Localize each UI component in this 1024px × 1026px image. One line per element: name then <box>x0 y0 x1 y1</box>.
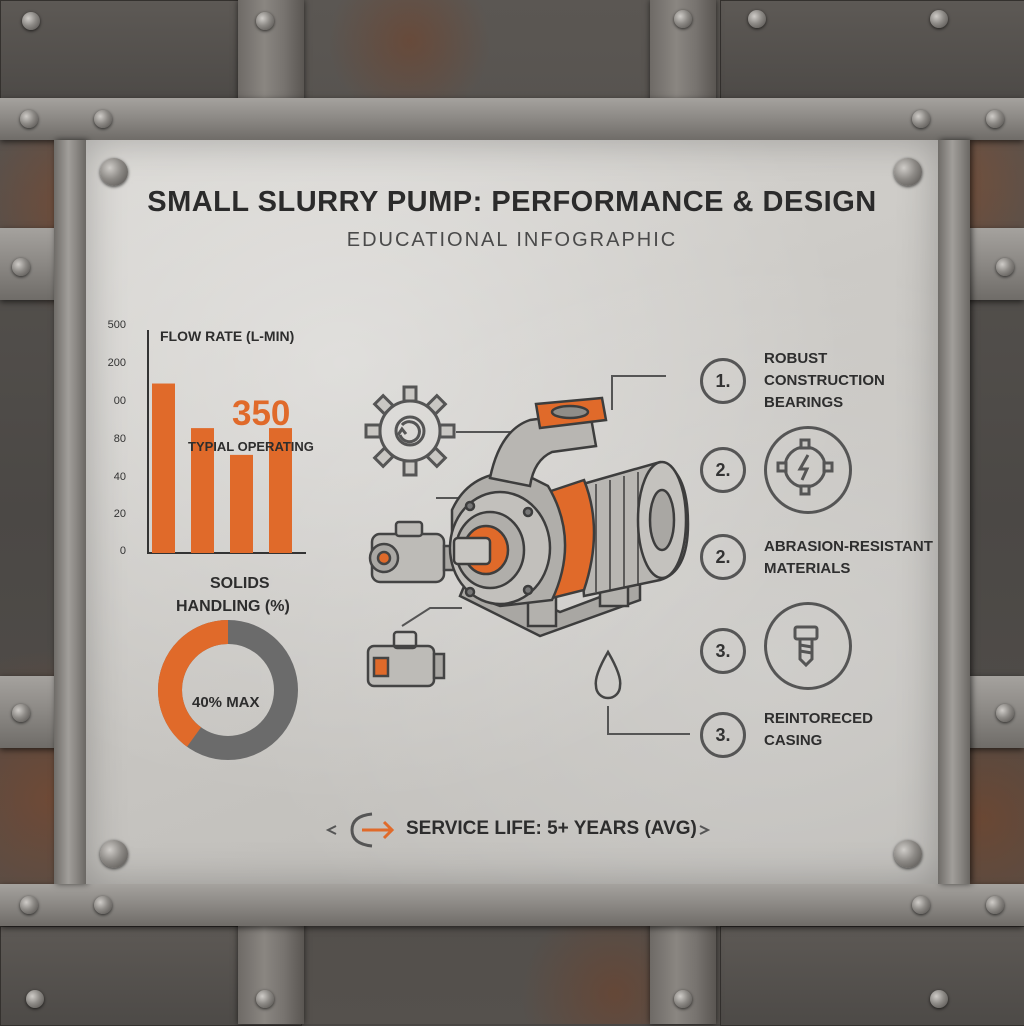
bolt-icon <box>20 110 38 128</box>
feature-reinforced-casing: REINTORECED CASING <box>764 708 873 752</box>
bolt-icon <box>12 258 30 276</box>
bolt-icon <box>986 896 1004 914</box>
bolt-icon <box>94 110 112 128</box>
bolt-icon <box>748 10 766 28</box>
bolt-icon <box>20 896 38 914</box>
feature-line: ABRASION-RESISTANT <box>764 538 933 555</box>
y-tick-label: 00 <box>113 395 126 407</box>
bolt-icon <box>986 110 1004 128</box>
y-tick-label: 200 <box>107 357 126 369</box>
background-plate <box>720 0 1024 100</box>
chart-axis <box>147 330 306 554</box>
bolt-icon <box>894 158 922 186</box>
flow-highlight-caption: TYPIAL OPERATING <box>188 439 314 454</box>
y-tick-label: 0 <box>119 545 126 557</box>
flow-highlight-value: 350 <box>232 394 291 433</box>
feature-number-badge: 3. <box>700 628 746 674</box>
side-bracket <box>0 228 60 300</box>
bolt-icon <box>256 990 274 1008</box>
y-tick-label: 80 <box>113 433 126 445</box>
solids-label-line1: SOLIDS <box>210 575 270 592</box>
bolt-icon <box>100 840 128 868</box>
feature-robust-construction: ROBUST CONSTRUCTION BEARINGS <box>764 348 885 414</box>
flow-bar <box>152 383 175 553</box>
flow-rate-label: FLOW RATE (L-MIN) <box>160 328 295 344</box>
bolt-icon <box>894 840 922 868</box>
flow-bar <box>269 428 292 553</box>
frame-bottom-bar <box>0 884 1024 926</box>
feature-line: CASING <box>764 732 823 749</box>
frame-top-bar <box>0 98 1024 140</box>
feature-abrasion-resistant: ABRASION-RESISTANT MATERIALS <box>764 536 933 580</box>
side-bracket <box>964 228 1024 300</box>
solids-label-line2: HANDLING (%) <box>176 598 290 615</box>
feature-number-badge: 2. <box>700 534 746 580</box>
bolt-icon <box>256 12 274 30</box>
feature-line: BEARINGS <box>764 394 844 411</box>
pump-body <box>448 396 690 638</box>
bolt-icon <box>674 990 692 1008</box>
service-life-text: SERVICE LIFE: 5+ YEARS (AVG) <box>406 818 697 839</box>
page-subtitle: EDUCATIONAL INFOGRAPHIC <box>346 229 678 251</box>
bolt-icon <box>674 10 692 28</box>
water-drop-icon <box>594 649 690 735</box>
bolt-icon <box>26 990 44 1008</box>
feature-line: MATERIALS <box>764 560 851 577</box>
bolt-icon <box>996 258 1014 276</box>
frame-left-bar <box>54 140 86 884</box>
gear-lightning-icon <box>764 426 852 514</box>
flow-bar <box>191 428 214 553</box>
side-bracket <box>0 676 60 748</box>
bolt-icon <box>912 896 930 914</box>
feature-line: CONSTRUCTION <box>764 372 885 389</box>
page-title: SMALL SLURRY PUMP: PERFORMANCE & DESIGN <box>147 186 877 218</box>
feature-line: ROBUST <box>764 350 828 367</box>
donut-solids-slice <box>158 620 298 760</box>
bolt-icon <box>912 110 930 128</box>
flow-bar <box>230 454 253 553</box>
solids-center-text: 40% MAX <box>192 694 260 711</box>
bolt-icon <box>100 158 128 186</box>
y-tick-label: 500 <box>107 319 126 331</box>
bolt-icon <box>22 12 40 30</box>
bolt-icon <box>12 704 30 722</box>
bolt-icon <box>94 896 112 914</box>
y-tick-label: 40 <box>113 471 126 483</box>
side-bracket <box>964 676 1024 748</box>
bolt-icon <box>996 704 1014 722</box>
frame-right-bar <box>938 140 970 884</box>
bolt-icon <box>930 990 948 1008</box>
bolt-icon <box>930 10 948 28</box>
bolt-screw-icon <box>764 602 852 690</box>
feature-number-badge: 1. <box>700 358 746 404</box>
coupling-component-icon <box>366 630 446 688</box>
feature-number-badge: 3. <box>700 712 746 758</box>
feature-line: REINTORECED <box>764 710 873 727</box>
background-plate <box>720 926 1024 1026</box>
feature-number-badge: 2. <box>700 447 746 493</box>
y-tick-label: 20 <box>113 508 126 520</box>
gear-icon <box>364 385 456 477</box>
